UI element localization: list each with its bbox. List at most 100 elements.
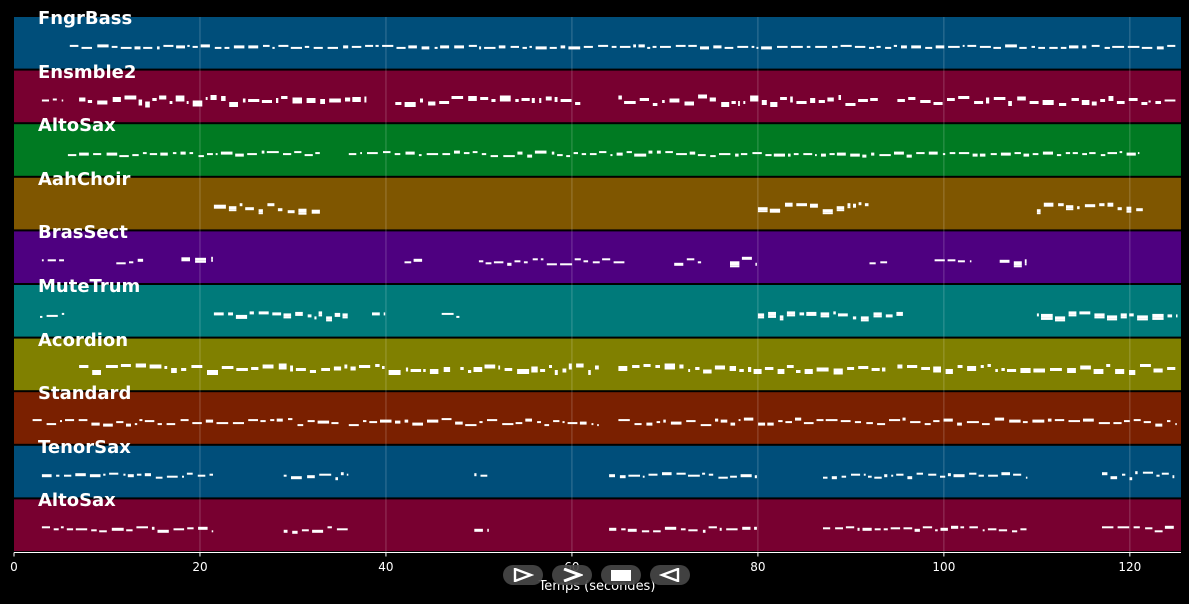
note <box>1067 371 1076 373</box>
note <box>229 105 238 107</box>
note <box>164 366 168 369</box>
note <box>758 422 766 426</box>
note <box>169 101 173 104</box>
note <box>544 424 550 427</box>
note <box>189 152 194 155</box>
note <box>532 258 538 261</box>
note <box>191 365 203 368</box>
note <box>318 311 323 315</box>
note <box>730 261 740 266</box>
note <box>1129 477 1133 481</box>
stop-button[interactable] <box>601 565 641 585</box>
note <box>263 44 270 47</box>
note <box>359 365 371 368</box>
note <box>1072 152 1078 155</box>
note <box>248 419 258 422</box>
note <box>292 97 302 102</box>
note <box>1115 372 1125 374</box>
note <box>611 45 617 48</box>
note <box>106 152 118 156</box>
note <box>163 44 174 47</box>
back-button[interactable] <box>650 565 690 585</box>
note <box>922 526 933 529</box>
note <box>144 420 155 423</box>
note <box>1042 151 1053 155</box>
note <box>290 365 293 370</box>
play-button[interactable] <box>503 565 543 585</box>
note <box>883 528 888 531</box>
note <box>487 419 498 422</box>
note <box>1033 368 1045 373</box>
note <box>838 313 848 317</box>
note <box>753 372 762 374</box>
note <box>777 372 785 374</box>
note <box>1156 46 1164 50</box>
x-tick-label: 100 <box>932 560 956 574</box>
note <box>216 422 229 425</box>
note <box>1148 100 1151 103</box>
note <box>145 101 150 106</box>
note <box>754 475 757 479</box>
note <box>1055 319 1066 322</box>
note <box>713 45 722 49</box>
note <box>515 99 519 102</box>
note <box>352 97 361 100</box>
note <box>1167 420 1171 423</box>
note <box>66 528 74 531</box>
note <box>1137 318 1148 321</box>
note <box>761 46 772 50</box>
note <box>1043 202 1054 207</box>
note <box>235 153 244 157</box>
note <box>697 154 706 157</box>
note <box>1154 530 1163 533</box>
note <box>510 45 519 48</box>
note <box>1094 316 1105 319</box>
note <box>92 373 101 375</box>
note <box>908 97 916 100</box>
note <box>748 367 752 370</box>
note <box>198 526 208 530</box>
track-notes <box>41 94 1176 108</box>
note <box>720 419 728 423</box>
note <box>91 422 100 426</box>
note <box>474 473 477 477</box>
note <box>1128 98 1138 101</box>
note <box>272 312 282 316</box>
note <box>1107 152 1117 155</box>
note <box>372 312 380 316</box>
next-button[interactable] <box>552 565 592 585</box>
track-notes <box>32 417 1177 427</box>
note <box>1042 103 1054 105</box>
note <box>714 365 725 370</box>
note <box>251 367 259 370</box>
note <box>757 313 765 317</box>
note <box>1155 101 1161 104</box>
note <box>126 529 133 532</box>
note <box>352 100 361 102</box>
note <box>554 373 558 375</box>
note <box>655 365 660 368</box>
note <box>540 258 544 261</box>
note <box>827 97 834 102</box>
note <box>301 529 309 532</box>
track-band <box>14 17 1181 69</box>
note <box>598 44 609 47</box>
note <box>340 472 344 476</box>
note <box>434 46 438 49</box>
note <box>1122 473 1126 476</box>
note <box>790 45 803 48</box>
note <box>780 97 787 100</box>
note <box>652 45 657 48</box>
note <box>439 101 450 104</box>
note <box>619 45 631 48</box>
note <box>618 366 628 369</box>
note <box>901 45 907 49</box>
note <box>924 423 931 426</box>
note <box>498 45 506 49</box>
note <box>656 150 661 154</box>
note <box>258 209 263 213</box>
note <box>816 419 824 422</box>
note <box>851 473 861 476</box>
note <box>281 96 288 99</box>
